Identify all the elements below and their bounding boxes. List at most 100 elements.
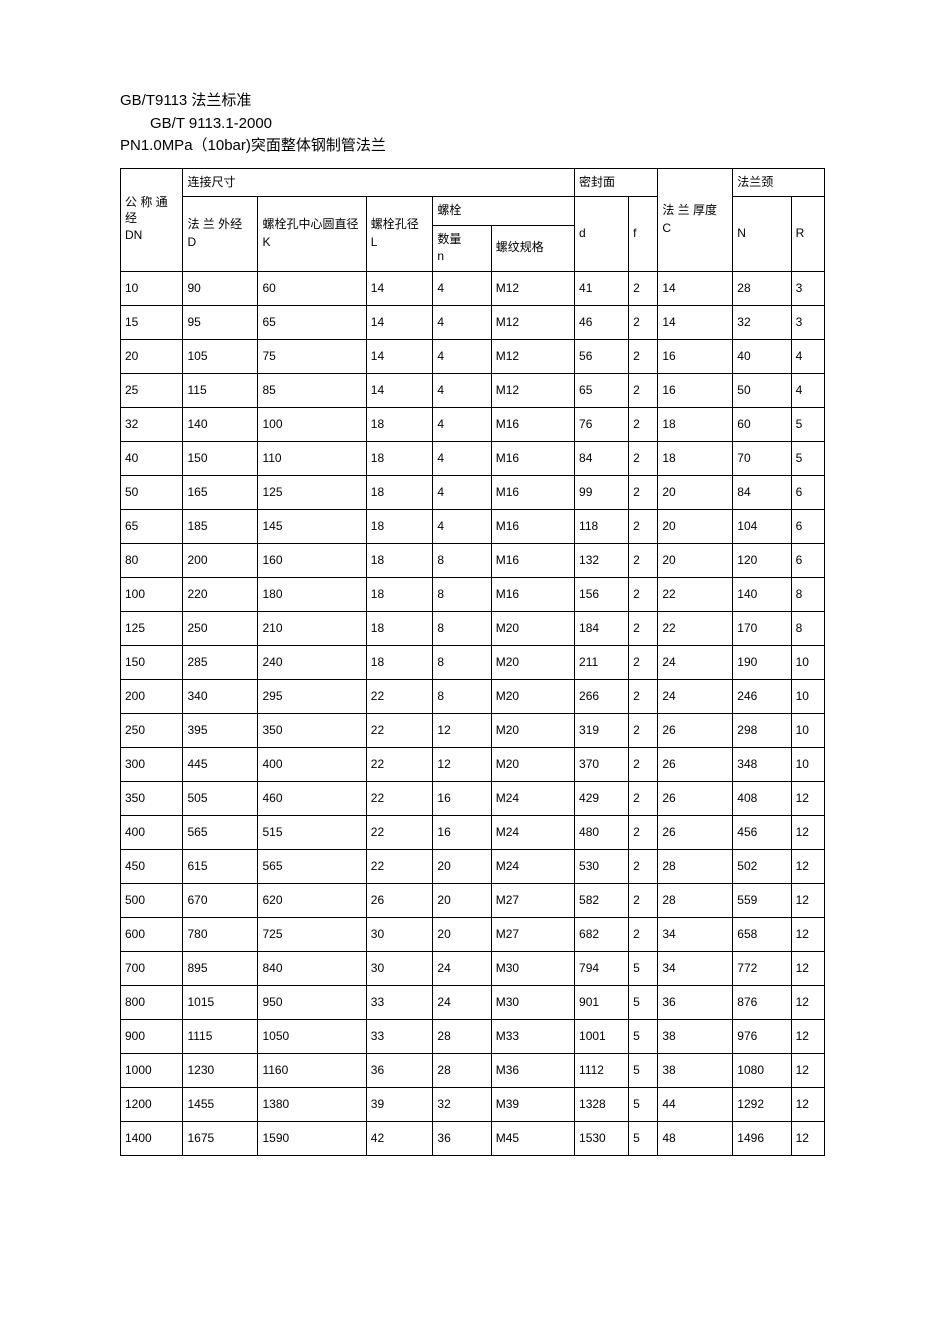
table-cell: 8 — [433, 645, 491, 679]
table-cell: M20 — [491, 679, 574, 713]
table-cell: 5 — [629, 985, 658, 1019]
table-cell: 250 — [121, 713, 183, 747]
table-cell: 4 — [433, 475, 491, 509]
table-cell: 18 — [658, 407, 733, 441]
table-cell: 12 — [791, 883, 824, 917]
table-cell: 14 — [366, 305, 433, 339]
table-row: 80010159503324M3090153687612 — [121, 985, 825, 1019]
table-cell: 12 — [791, 1121, 824, 1155]
header-f: f — [629, 197, 658, 272]
table-cell: M24 — [491, 781, 574, 815]
table-cell: 20 — [658, 509, 733, 543]
table-cell: 12 — [791, 985, 824, 1019]
table-cell: 2 — [629, 747, 658, 781]
header-connection: 连接尺寸 — [183, 168, 575, 197]
header-k: 螺栓孔中心圆直径 K — [258, 197, 366, 272]
table-cell: 26 — [366, 883, 433, 917]
table-cell: 1380 — [258, 1087, 366, 1121]
table-cell: 30 — [366, 917, 433, 951]
table-cell: 24 — [658, 645, 733, 679]
table-cell: 246 — [733, 679, 791, 713]
table-cell: 976 — [733, 1019, 791, 1053]
table-cell: 725 — [258, 917, 366, 951]
table-body: 109060144M1241214283159565144M1246214323… — [121, 271, 825, 1155]
table-cell: 505 — [183, 781, 258, 815]
table-cell: 30 — [366, 951, 433, 985]
table-cell: 28 — [433, 1053, 491, 1087]
table-cell: 2 — [629, 305, 658, 339]
table-cell: 8 — [433, 679, 491, 713]
table-cell: 2 — [629, 849, 658, 883]
table-cell: 2 — [629, 373, 658, 407]
table-cell: 1530 — [575, 1121, 629, 1155]
table-cell: 14 — [366, 339, 433, 373]
table-cell: 12 — [791, 951, 824, 985]
table-cell: 2 — [629, 883, 658, 917]
table-cell: 2 — [629, 781, 658, 815]
table-cell: 1400 — [121, 1121, 183, 1155]
table-cell: 8 — [791, 611, 824, 645]
table-cell: 502 — [733, 849, 791, 883]
table-cell: 150 — [183, 441, 258, 475]
table-cell: 25 — [121, 373, 183, 407]
table-cell: 24 — [658, 679, 733, 713]
table-cell: 65 — [575, 373, 629, 407]
table-cell: M39 — [491, 1087, 574, 1121]
table-cell: 400 — [121, 815, 183, 849]
table-cell: 4 — [433, 373, 491, 407]
table-cell: 5 — [629, 951, 658, 985]
table-cell: 46 — [575, 305, 629, 339]
table-cell: 16 — [658, 373, 733, 407]
table-cell: 460 — [258, 781, 366, 815]
table-cell: 565 — [258, 849, 366, 883]
table-cell: 104 — [733, 509, 791, 543]
table-cell: M16 — [491, 577, 574, 611]
table-cell: 20 — [433, 883, 491, 917]
table-cell: 110 — [258, 441, 366, 475]
table-cell: 26 — [658, 781, 733, 815]
table-cell: 26 — [658, 713, 733, 747]
table-cell: 2 — [629, 611, 658, 645]
table-cell: 41 — [575, 271, 629, 305]
table-cell: 340 — [183, 679, 258, 713]
table-cell: 12 — [791, 1053, 824, 1087]
table-row: 2503953502212M2031922629810 — [121, 713, 825, 747]
table-cell: 1496 — [733, 1121, 791, 1155]
table-cell: 515 — [258, 815, 366, 849]
table-cell: 24 — [433, 951, 491, 985]
table-cell: 170 — [733, 611, 791, 645]
table-cell: 2 — [629, 917, 658, 951]
header-l-label: 螺栓孔径 — [371, 217, 419, 231]
table-cell: 395 — [183, 713, 258, 747]
table-row: 32140100184M1676218605 — [121, 407, 825, 441]
table-row: 100220180188M161562221408 — [121, 577, 825, 611]
table-cell: 38 — [658, 1053, 733, 1087]
table-cell: 350 — [258, 713, 366, 747]
title-main: GB/T9113 法兰标准 — [120, 90, 825, 113]
header-l: 螺栓孔径 L — [366, 197, 433, 272]
table-cell: 4 — [433, 441, 491, 475]
table-cell: 12 — [791, 781, 824, 815]
table-cell: M20 — [491, 611, 574, 645]
header-neck: 法兰颈 — [733, 168, 825, 197]
table-cell: 4 — [433, 407, 491, 441]
table-cell: 156 — [575, 577, 629, 611]
table-cell: 295 — [258, 679, 366, 713]
table-cell: 18 — [366, 407, 433, 441]
table-cell: 500 — [121, 883, 183, 917]
table-cell: 160 — [258, 543, 366, 577]
table-cell: 300 — [121, 747, 183, 781]
table-cell: 800 — [121, 985, 183, 1019]
table-cell: 20 — [433, 917, 491, 951]
table-cell: 4 — [791, 373, 824, 407]
table-cell: 794 — [575, 951, 629, 985]
header-dn-label: 公 称 通经 — [125, 195, 168, 225]
table-row: 150285240188M2021122419010 — [121, 645, 825, 679]
table-cell: 56 — [575, 339, 629, 373]
table-cell: 10 — [791, 747, 824, 781]
header-n-sub: n — [437, 249, 486, 265]
flange-table: 公 称 通经 DN 连接尺寸 密封面 法 兰 厚度 C 法兰颈 法 兰 外经 D… — [120, 168, 825, 1156]
table-cell: 2 — [629, 543, 658, 577]
table-cell: 165 — [183, 475, 258, 509]
header-seal: 密封面 — [575, 168, 658, 197]
